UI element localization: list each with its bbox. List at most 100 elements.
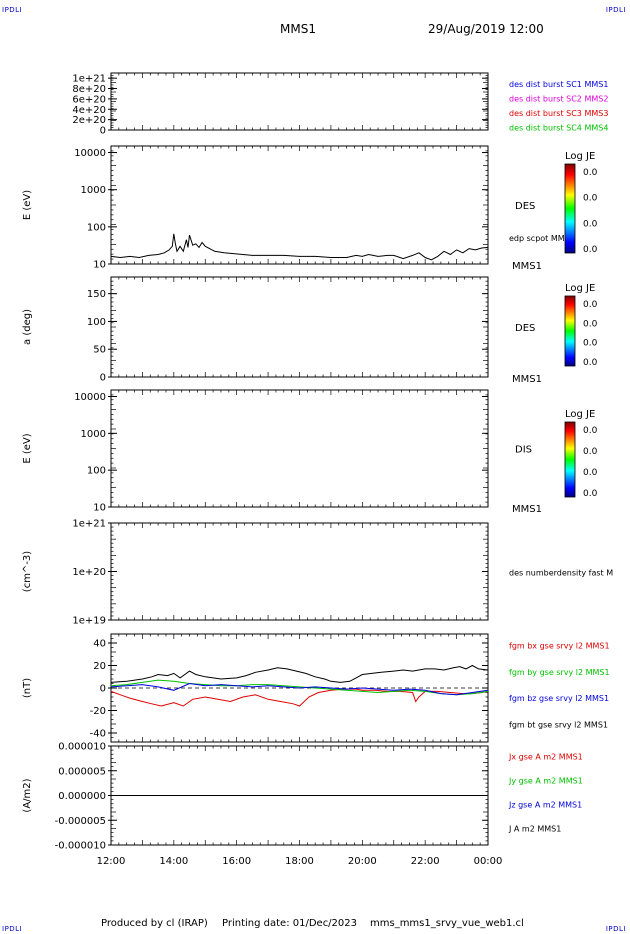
y-tick-label: -0.000010 <box>55 841 106 852</box>
legend-entry: J A m2 MMS1 <box>508 825 561 834</box>
y-tick-label: -20 <box>90 706 106 717</box>
colorbar-tick-label: 0.0 <box>583 194 598 204</box>
legend-entry: des dist burst SC3 MMS3 <box>509 109 608 118</box>
legend-entry: des numberdensity fast M <box>509 569 613 578</box>
colorbar-tick-label: 0.0 <box>583 489 598 499</box>
panel-frame <box>110 72 489 131</box>
corner-label-top-right: IPDLI <box>605 6 626 14</box>
legend-entry: edp scpot MMS1 <box>509 234 575 243</box>
panel-frame <box>110 276 489 378</box>
legend-entry: fgm bx gse srvy l2 MMS1 <box>509 641 610 650</box>
colorbar <box>564 295 576 367</box>
series-line <box>110 233 489 261</box>
x-tick-label: 20:00 <box>348 856 377 867</box>
instrument-label: DES <box>515 201 535 212</box>
y-tick-label: 50 <box>93 345 106 356</box>
y-axis-label: (A/m2) <box>22 778 33 812</box>
y-tick-label: 10000 <box>74 392 106 403</box>
legend-entry: des dist burst SC4 MMS4 <box>509 124 608 133</box>
legend-entry: des dist burst SC2 MMS2 <box>509 95 608 104</box>
date-title: 29/Aug/2019 12:00 <box>428 22 544 36</box>
corner-label-top-left: IPDLI <box>2 6 23 14</box>
spacecraft-title: MMS1 <box>280 22 316 36</box>
colorbar-title: Log JE <box>565 409 595 420</box>
instrument-label: DES <box>515 323 535 334</box>
spacecraft-label: MMS1 <box>512 374 542 385</box>
x-tick-label: 18:00 <box>285 856 314 867</box>
x-tick-label: 00:00 <box>474 856 503 867</box>
colorbar-title: Log JE <box>565 283 595 294</box>
y-tick-label: 8e+20 <box>72 84 106 95</box>
y-axis-label: (cm^-3) <box>22 551 33 592</box>
y-tick-label: 1e+19 <box>72 616 106 627</box>
legend-entry: des dist burst SC1 MMS1 <box>509 80 608 89</box>
y-tick-label: 100 <box>87 222 106 233</box>
spacecraft-label: MMS1 <box>512 261 542 272</box>
y-tick-label: 100 <box>87 466 106 477</box>
colorbar-tick-label: 0.0 <box>583 447 598 457</box>
colorbar-tick-label: 0.0 <box>583 319 598 329</box>
y-tick-label: 0 <box>100 126 106 137</box>
y-tick-label: 0 <box>100 373 106 384</box>
colorbar-tick-label: 0.0 <box>583 468 598 478</box>
legend-entry: fgm bt gse srvy l2 MMS1 <box>509 721 608 730</box>
series-line <box>110 682 489 696</box>
y-tick-label: 4e+20 <box>72 105 106 116</box>
colorbar-tick-label: 0.0 <box>583 168 598 178</box>
x-tick-label: 12:00 <box>97 856 126 867</box>
colorbar-tick-label: 0.0 <box>583 358 598 368</box>
colorbar <box>564 421 576 498</box>
y-tick-label: 10 <box>93 260 106 271</box>
footer-filename: mms_mms1_srvy_vue_web1.cl <box>370 918 524 929</box>
panel-frame <box>110 389 489 508</box>
colorbar <box>564 163 576 254</box>
x-tick-label: 22:00 <box>411 856 440 867</box>
x-tick-label: 16:00 <box>222 856 251 867</box>
colorbar-tick-label: 0.0 <box>583 219 598 229</box>
y-tick-label: 100 <box>87 317 106 328</box>
y-tick-label: 0.000000 <box>58 791 106 802</box>
x-tick-label: 14:00 <box>159 856 188 867</box>
y-tick-label: 1e+21 <box>72 74 106 85</box>
y-tick-label: 20 <box>93 661 106 672</box>
y-tick-label: 1000 <box>81 185 106 196</box>
y-axis-label: (nT) <box>22 678 33 698</box>
colorbar-title: Log JE <box>565 151 595 162</box>
footer-printing-date: Printing date: 01/Dec/2023 <box>222 918 358 929</box>
y-tick-label: 40 <box>93 639 106 650</box>
y-tick-label: 2e+20 <box>72 115 106 126</box>
legend-entry: Jz gse A m2 MMS1 <box>508 801 582 810</box>
colorbar-tick-label: 0.0 <box>583 300 598 310</box>
corner-label-bottom-right: IPDLI <box>605 925 626 933</box>
y-tick-label: 10 <box>93 503 106 514</box>
colorbar-tick-label: 0.0 <box>583 339 598 349</box>
y-tick-label: 0.000005 <box>58 766 106 777</box>
series-line <box>110 664 489 683</box>
legend-entry: Jy gse A m2 MMS1 <box>508 776 583 785</box>
y-tick-label: 1e+21 <box>72 519 106 530</box>
colorbar-tick-label: 0.0 <box>583 426 598 436</box>
y-tick-label: 0.000010 <box>58 742 106 753</box>
panel-frame <box>110 145 489 265</box>
y-tick-label: -40 <box>90 729 106 740</box>
y-tick-label: 150 <box>87 289 106 300</box>
y-axis-label: a (deg) <box>22 309 33 345</box>
y-axis-label: E (eV) <box>22 433 33 463</box>
y-tick-label: 1e+20 <box>72 567 106 578</box>
y-tick-label: 1000 <box>81 429 106 440</box>
colorbar-tick-label: 0.0 <box>583 245 598 255</box>
legend-entry: Jx gse A m2 MMS1 <box>508 752 583 761</box>
y-tick-label: -0.000005 <box>55 816 106 827</box>
spacecraft-label: MMS1 <box>512 504 542 515</box>
instrument-label: DIS <box>515 445 532 456</box>
y-tick-label: 0 <box>100 684 106 695</box>
legend-entry: fgm bz gse srvy l2 MMS1 <box>509 694 609 703</box>
panel-frame <box>110 522 489 621</box>
footer-produced-by: Produced by cl (IRAP) <box>101 918 208 929</box>
series-line <box>110 679 489 696</box>
y-tick-label: 6e+20 <box>72 94 106 105</box>
y-tick-label: 10000 <box>74 148 106 159</box>
corner-label-bottom-left: IPDLI <box>2 925 23 933</box>
legend-entry: fgm by gse srvy l2 MMS1 <box>509 668 610 677</box>
